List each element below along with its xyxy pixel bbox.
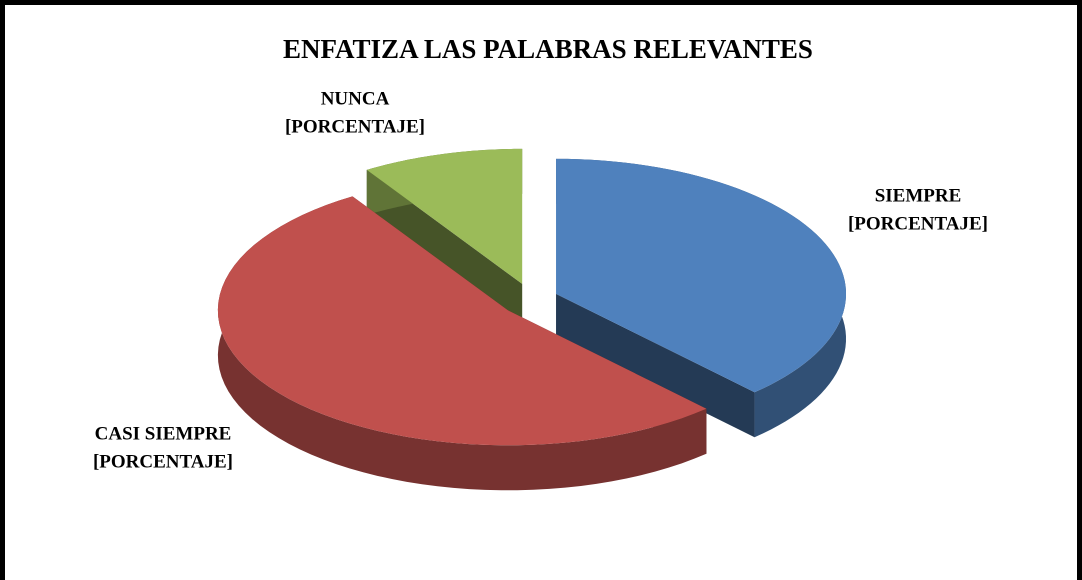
pie-slice	[217, 196, 707, 491]
slice-cut-face	[556, 293, 755, 438]
slice-wall	[217, 196, 707, 491]
slice-top	[366, 148, 523, 284]
pie-slice	[366, 148, 523, 329]
slice-top	[556, 158, 846, 393]
slice-cut-face	[366, 169, 523, 329]
slice-top	[217, 196, 707, 446]
data-label-name: NUNCA	[321, 88, 390, 109]
data-label-value: [PORCENTAJE]	[848, 213, 988, 234]
data-label-value: [PORCENTAJE]	[93, 451, 233, 472]
data-label-value: [PORCENTAJE]	[285, 116, 425, 137]
data-label-name: CASI SIEMPRE	[95, 423, 232, 444]
pie-slice	[556, 158, 846, 438]
data-label-name: SIEMPRE	[875, 185, 962, 206]
chart-title: ENFATIZA LAS PALABRAS RELEVANTES	[283, 34, 813, 64]
